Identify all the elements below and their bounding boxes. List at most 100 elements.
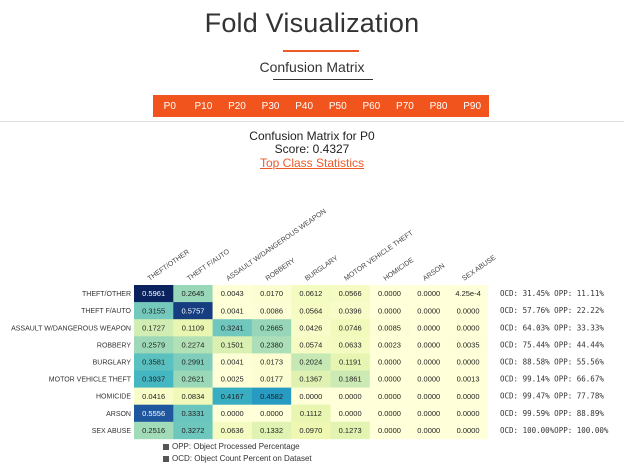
matrix-cell xyxy=(409,285,449,303)
row-stats: OCD: 88.58% OPP: 55.56% xyxy=(500,357,604,366)
matrix-cell xyxy=(134,421,174,440)
row-stats: OCD: 99.59% OPP: 88.89% xyxy=(500,409,604,418)
tab-p90[interactable]: P90 xyxy=(463,100,482,112)
matrix-cell-value: 0.0000 xyxy=(417,323,440,332)
matrix-cell-value: 0.0000 xyxy=(339,409,362,418)
row-label: THEFT F/AUTO xyxy=(81,308,131,315)
matrix-cell-value: 0.3581 xyxy=(142,358,165,367)
row-label: THEFT/OTHER xyxy=(82,291,131,298)
matrix-cell xyxy=(134,353,174,371)
matrix-cell xyxy=(173,302,213,320)
matrix-cell-value: 0.2645 xyxy=(181,289,204,298)
matrix-heading: Confusion Matrix for P0 Score: 0.4327 To… xyxy=(0,130,624,170)
matrix-cell xyxy=(448,285,488,303)
column-header: ROBBERY xyxy=(265,257,297,282)
matrix-cell-value: 0.0000 xyxy=(417,409,440,418)
matrix-cell xyxy=(448,353,488,371)
matrix-cell xyxy=(251,404,292,423)
row-stats: OCD: 57.76% OPP: 22.22% xyxy=(500,306,604,315)
matrix-cell-value: 0.3272 xyxy=(181,426,204,435)
tab-p20[interactable]: P20 xyxy=(228,100,246,112)
column-header: SEX ABUSE xyxy=(461,254,497,282)
matrix-cell-value: 0.0396 xyxy=(339,306,362,315)
matrix-cell-value: 0.0000 xyxy=(417,289,440,298)
section-underline xyxy=(273,79,373,80)
tab-p40[interactable]: P40 xyxy=(295,100,314,112)
matrix-cell-value: 0.0000 xyxy=(417,392,440,401)
matrix-cell-value: 0.5556 xyxy=(142,409,165,418)
matrix-cell-value: 0.0426 xyxy=(299,323,322,332)
matrix-cell-value: 0.2621 xyxy=(181,375,204,384)
matrix-cell xyxy=(251,421,292,440)
matrix-cell-value: 0.0564 xyxy=(299,306,322,315)
matrix-cell xyxy=(448,319,488,337)
matrix-cell xyxy=(212,421,253,440)
matrix-cell xyxy=(212,319,253,337)
matrix-cell-value: 0.1332 xyxy=(260,426,283,435)
matrix-cell-value: 0.2380 xyxy=(260,340,283,349)
matrix-cell-value: 0.0000 xyxy=(457,409,480,418)
matrix-cell xyxy=(409,353,449,371)
matrix-cell-value: 0.0000 xyxy=(417,375,440,384)
matrix-cell-value: 0.0000 xyxy=(221,409,244,418)
matrix-cell xyxy=(212,336,253,354)
matrix-cell-value: 0.0636 xyxy=(221,426,244,435)
matrix-cell-value: 0.0000 xyxy=(378,358,401,367)
matrix-cell xyxy=(369,404,410,423)
matrix-cell xyxy=(369,302,410,320)
matrix-cell-value: 0.2579 xyxy=(142,340,165,349)
matrix-cell-value: 0.5961 xyxy=(142,289,165,298)
column-header: THEFT/OTHER xyxy=(147,249,191,283)
matrix-cell-value: 0.2516 xyxy=(142,426,165,435)
legend-square-icon xyxy=(163,444,169,450)
matrix-cell xyxy=(409,319,449,337)
matrix-cell-value: 0.0173 xyxy=(260,358,283,367)
tab-p60[interactable]: P60 xyxy=(362,100,381,112)
legend-opp-text: OPP: Object Processed Percentage xyxy=(172,442,300,451)
legend-ocd-text: OCD: Object Count Percent on Dataset xyxy=(172,454,312,463)
matrix-cell xyxy=(448,421,488,440)
matrix-cell-value: 0.0177 xyxy=(260,375,283,384)
matrix-cell xyxy=(448,404,488,423)
matrix-cell xyxy=(173,404,213,423)
confusion-matrix: THEFT/OTHER THEFT F/AUTO ASSAULT W/DANGERO… xyxy=(11,208,609,440)
matrix-cell xyxy=(369,285,410,303)
matrix-cell xyxy=(134,336,174,354)
matrix-cell xyxy=(291,319,331,337)
matrix-cell xyxy=(251,370,292,388)
matrix-cell-value: 0.0000 xyxy=(378,392,401,401)
matrix-cell-value: 0.1191 xyxy=(339,358,361,367)
column-header: ARSON xyxy=(422,263,446,283)
tab-p10[interactable]: P10 xyxy=(194,100,213,112)
tab-p50[interactable]: P50 xyxy=(328,100,347,112)
matrix-cell xyxy=(330,421,371,440)
matrix-cell xyxy=(173,319,213,337)
matrix-cell xyxy=(330,387,371,405)
matrix-cell-value: 0.1367 xyxy=(299,375,322,384)
matrix-cell xyxy=(212,353,253,371)
tab-p80[interactable]: P80 xyxy=(429,100,448,112)
column-header: BURGLARY xyxy=(304,255,340,283)
matrix-cell-value: 0.0000 xyxy=(457,358,480,367)
tab-p70[interactable]: P70 xyxy=(396,100,414,112)
matrix-cell-value: 0.3937 xyxy=(142,375,165,384)
matrix-cell xyxy=(173,370,213,388)
matrix-cell xyxy=(409,336,449,354)
matrix-cell xyxy=(251,336,292,354)
matrix-cell xyxy=(409,421,449,440)
matrix-cell-value: 0.0000 xyxy=(378,289,401,298)
matrix-cell-value: 0.0013 xyxy=(457,375,480,384)
tab-p0[interactable]: P0 xyxy=(163,100,176,112)
matrix-cell xyxy=(212,302,253,320)
matrix-cell-value: 0.2024 xyxy=(299,358,322,367)
tab-p30[interactable]: P30 xyxy=(261,100,280,112)
matrix-cell xyxy=(173,421,213,440)
top-class-statistics-link[interactable]: Top Class Statistics xyxy=(259,156,365,170)
matrix-cell-value: 0.3241 xyxy=(221,323,244,332)
matrix-cell xyxy=(134,404,174,423)
matrix-cell-value: 0.4167 xyxy=(221,392,244,401)
matrix-cell-value: 0.0170 xyxy=(260,289,283,298)
matrix-cell xyxy=(173,387,213,405)
row-label: SEX ABUSE xyxy=(92,428,132,435)
matrix-cell xyxy=(330,319,371,337)
